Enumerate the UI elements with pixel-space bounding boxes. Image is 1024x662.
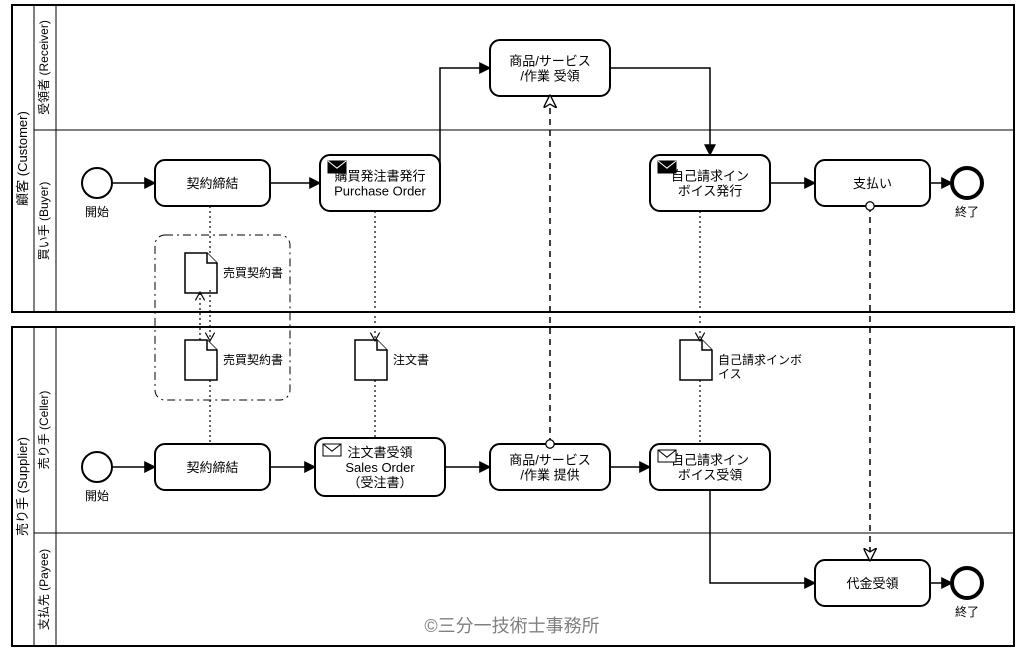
svg-text:自己請求イン: 自己請求イン bbox=[671, 453, 749, 468]
svg-text:Sales Order: Sales Order bbox=[345, 460, 415, 475]
svg-text:購買発注書発行: 購買発注書発行 bbox=[334, 169, 425, 184]
svg-text:自己請求イン: 自己請求イン bbox=[671, 169, 749, 184]
svg-text:開始: 開始 bbox=[85, 489, 109, 503]
end-payee bbox=[952, 568, 982, 598]
svg-text:売り手 (Supplier): 売り手 (Supplier) bbox=[15, 437, 30, 536]
bpmn-diagram: 顧客 (Customer) 受領者 (Receiver) 買い手 (Buyer) 売り… bbox=[0, 0, 1024, 662]
svg-text:支払先 (Payee): 支払先 (Payee) bbox=[37, 549, 51, 630]
svg-text:売買契約書: 売買契約書 bbox=[223, 352, 283, 367]
svg-text:支払い: 支払い bbox=[853, 176, 892, 191]
svg-text:商品/サービス: 商品/サービス bbox=[509, 453, 591, 468]
svg-text:注文書: 注文書 bbox=[393, 352, 429, 367]
start-buyer bbox=[82, 168, 112, 198]
svg-text:売買契約書: 売買契約書 bbox=[223, 265, 283, 280]
svg-text:©三分一技術士事務所: ©三分一技術士事務所 bbox=[424, 616, 599, 636]
svg-text:商品/サービス: 商品/サービス bbox=[509, 54, 591, 69]
svg-text:受領者 (Receiver): 受領者 (Receiver) bbox=[36, 20, 51, 115]
svg-text:/作業 受領: /作業 受領 bbox=[520, 69, 579, 84]
svg-text:買い手 (Buyer): 買い手 (Buyer) bbox=[37, 182, 51, 261]
svg-text:自己請求インボ: 自己請求インボ bbox=[718, 353, 802, 367]
svg-text:顧客 (Customer): 顧客 (Customer) bbox=[15, 111, 30, 206]
svg-text:注文書受領: 注文書受領 bbox=[347, 445, 412, 460]
svg-text:Purchase Order: Purchase Order bbox=[334, 184, 426, 199]
seq-flow-3 bbox=[610, 68, 710, 155]
svg-text:（受注書）: （受注書） bbox=[347, 475, 412, 490]
svg-text:ボイス発行: ボイス発行 bbox=[678, 184, 743, 199]
svg-text:代金受領: 代金受領 bbox=[846, 576, 898, 591]
svg-text:終了: 終了 bbox=[955, 604, 979, 619]
seq-flow-10 bbox=[710, 490, 815, 583]
svg-text:開始: 開始 bbox=[85, 205, 109, 219]
seq-flow-2 bbox=[440, 68, 490, 183]
svg-text:イス: イス bbox=[718, 367, 742, 381]
end-buyer bbox=[952, 168, 982, 198]
svg-text:終了: 終了 bbox=[955, 204, 979, 219]
group-contract-docs bbox=[155, 235, 290, 400]
svg-text:/作業 提供: /作業 提供 bbox=[520, 468, 579, 483]
svg-text:契約締結: 契約締結 bbox=[186, 460, 238, 475]
svg-text:ボイス受領: ボイス受領 bbox=[678, 468, 743, 483]
svg-text:売り手 (Celler): 売り手 (Celler) bbox=[36, 391, 51, 470]
start-seller bbox=[82, 452, 112, 482]
svg-text:契約締結: 契約締結 bbox=[186, 176, 238, 191]
